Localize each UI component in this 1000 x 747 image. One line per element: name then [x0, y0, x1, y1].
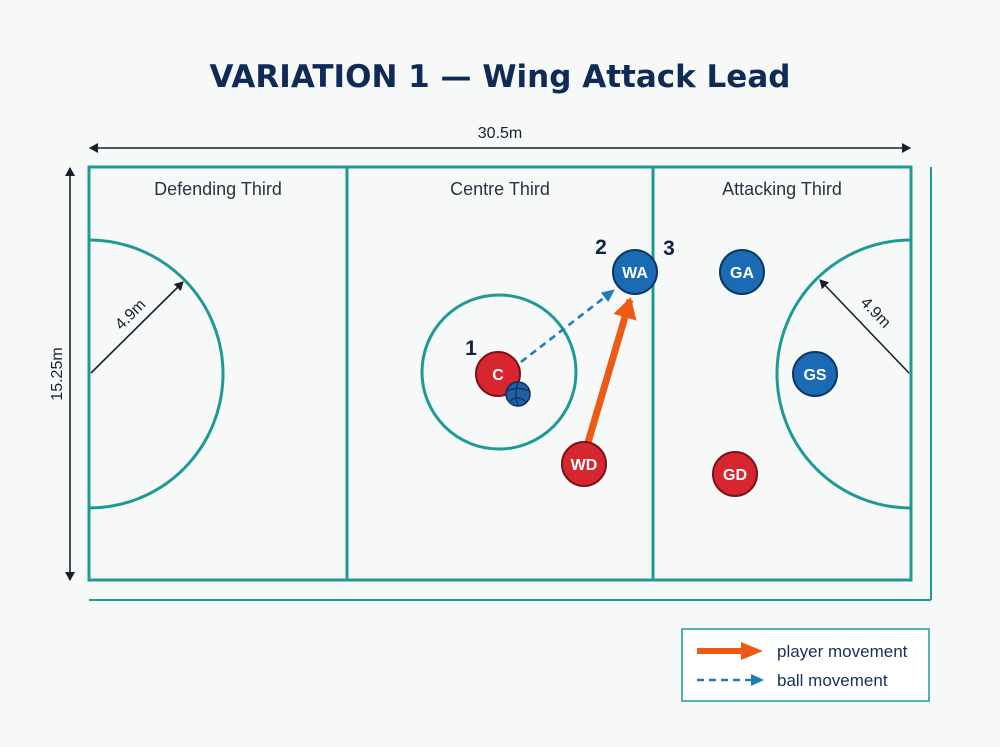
legend-ball-arrowhead: [751, 674, 764, 686]
width-label: 15.25m: [49, 347, 66, 400]
player-wa: WA: [612, 249, 658, 295]
step-2: 2: [595, 236, 607, 259]
legend: player movement ball movement: [681, 628, 930, 702]
zone-label-attacking: Attacking Third: [722, 179, 842, 199]
legend-ball-label: ball movement: [777, 671, 888, 690]
player-ga-label: GA: [730, 265, 754, 282]
ball-icon: [505, 381, 531, 407]
radius-line-left: [90, 281, 184, 374]
court-lines: [87, 165, 913, 582]
step-3: 3: [663, 237, 675, 260]
player-c-label: C: [492, 367, 504, 384]
legend-box: [681, 628, 930, 702]
zone-label-centre: Centre Third: [450, 179, 550, 199]
radius-label-right: 4.9m: [857, 294, 894, 331]
ball-movement-arrow: [520, 288, 615, 364]
length-label: 30.5m: [478, 125, 522, 142]
radius-label-left: 4.9m: [112, 296, 149, 333]
step-1: 1: [465, 337, 477, 360]
player-gs: GS: [792, 351, 838, 397]
player-ga: GA: [719, 249, 765, 295]
centre-circle: [420, 293, 578, 451]
zone-label-defending: Defending Third: [154, 179, 282, 199]
legend-player-arrowhead: [741, 642, 763, 660]
court-boundary: [87, 165, 913, 582]
goal-circle-left: [88, 238, 225, 510]
diagram-title: VARIATION 1 — Wing Attack Lead: [210, 59, 791, 95]
player-wd: WD: [561, 441, 607, 487]
goal-circle-right: [775, 238, 912, 510]
player-movement-arrow: [580, 297, 637, 457]
player-gd-label: GD: [723, 467, 747, 484]
player-gs-label: GS: [803, 367, 826, 384]
radius-line-right: [819, 279, 910, 374]
player-wa-label: WA: [622, 265, 648, 282]
player-gd: GD: [712, 451, 758, 497]
legend-player-label: player movement: [777, 642, 908, 661]
player-wd-label: WD: [571, 457, 598, 474]
